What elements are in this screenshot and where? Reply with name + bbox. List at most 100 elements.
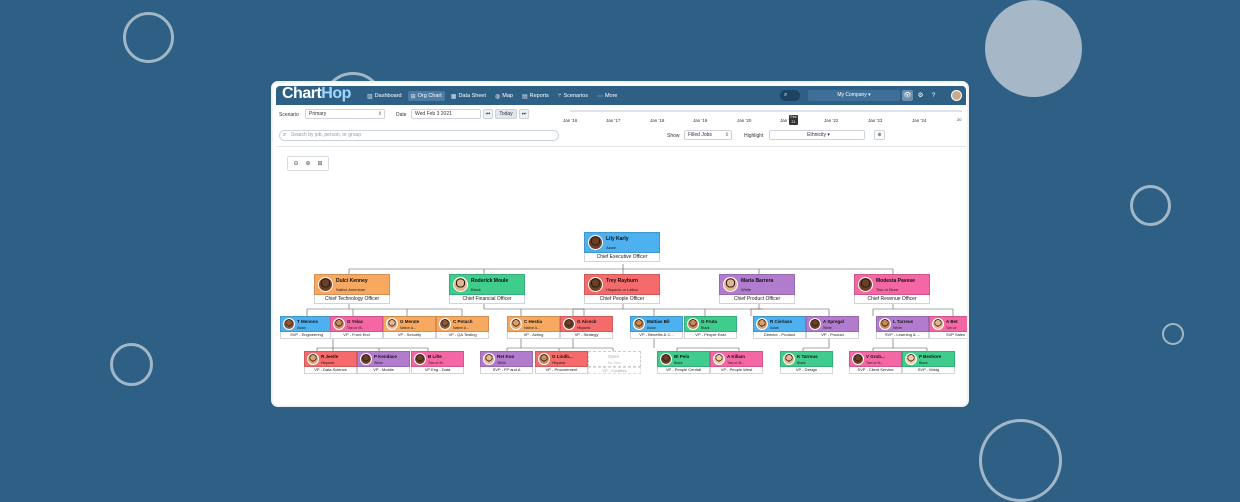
nav-dashboard[interactable]: ▥ Dashboard [364, 91, 405, 101]
card-name: K Tarreus [797, 354, 818, 359]
fit-to-screen-icon[interactable]: ⊞ [317, 161, 323, 167]
company-selector[interactable]: My Company ▾ [808, 90, 900, 101]
org-card[interactable]: Trey Rayburn Hispanic or Latino Chief Peop… [584, 274, 660, 304]
zoom-out-icon[interactable]: ⊖ [293, 161, 299, 167]
org-card[interactable]: A Killam Two or M... VP - People West [710, 351, 763, 374]
timeline-tick: Jan '24 [912, 118, 927, 123]
avatar [283, 318, 295, 330]
card-title: Chief Executive Officer [584, 253, 660, 262]
show-select[interactable]: Filled Jobs ⇕ [684, 130, 732, 140]
card-title: Chief Product Officer [719, 295, 795, 304]
decor-ring-left [110, 343, 153, 386]
nav-org-chart[interactable]: ⊞ Org Chart [407, 91, 445, 101]
today-button[interactable]: Today [495, 109, 517, 119]
org-card[interactable]: Lily Karly Asian Chief Executive Officer [584, 232, 660, 262]
card-name: Maria Barrera [741, 278, 774, 284]
gear-icon[interactable]: ⚙ [917, 92, 924, 99]
nav-map[interactable]: ◍ Map [492, 91, 516, 101]
org-chart-icon: ⊞ [410, 93, 416, 100]
org-card[interactable]: G Yelac Two or M... VP - Front End [330, 316, 383, 339]
timeline-tick: Jan '19 [693, 118, 708, 123]
timeline-track[interactable] [570, 110, 962, 112]
avatar [563, 318, 575, 330]
org-card[interactable]: Open No Jobs VP - Facilities [588, 351, 641, 374]
card-title: Chief Financial Officer [449, 295, 525, 304]
org-card[interactable]: Mattias Bil Asian VP - Benefits & C... [630, 316, 683, 339]
card-name: L Tarreus [893, 319, 914, 324]
org-card[interactable]: P Kendace White VP - Mobile [357, 351, 410, 374]
decor-ring-bottom [979, 419, 1062, 502]
table-icon: ▦ [450, 93, 457, 100]
date-input[interactable]: Wed Feb 3 2021 [411, 109, 481, 119]
avatar [858, 277, 873, 292]
org-card[interactable]: Roderick Moule Black Chief Financial Offic… [449, 274, 525, 304]
org-card[interactable]: Bl Pein Black VP - People Central [657, 351, 710, 374]
card-name: P Beshore [919, 354, 942, 359]
org-card[interactable]: G Fruta Black VP - People East [684, 316, 737, 339]
card-ethnicity: Hispanic [321, 361, 335, 365]
nav-scenarios[interactable]: ⑂ Scenarios [555, 91, 591, 101]
card-name: A Bet [946, 319, 958, 324]
org-card[interactable]: Ret Koo White SVP - FP and A [480, 351, 533, 374]
pin-icon[interactable]: ⊕ [874, 130, 885, 140]
card-ethnicity: Black [674, 361, 683, 365]
card-name: A Spregal [823, 319, 844, 324]
timeline-tick: Jan '18 [650, 118, 665, 123]
card-ethnicity: Asian [297, 326, 306, 330]
nav-more[interactable]: ⋯ More [594, 91, 621, 101]
org-card[interactable]: T Menons Asian SVP - Engineering [280, 316, 333, 339]
timeline-slider[interactable]: Jan '16 Jan '17 Jan '18 Jan '19 Jan '20 Jan '… [563, 110, 962, 130]
org-card[interactable]: K Tarreus Black VP - Design [780, 351, 833, 374]
org-card[interactable]: V Grub... Two or M... SVP - Client Service [849, 351, 902, 374]
org-card[interactable]: C Potach Native A... VP - QA Testing [436, 316, 489, 339]
card-name: Open [608, 354, 620, 359]
org-card[interactable]: L Tarreus White SVP - Learning & ... [876, 316, 929, 339]
prev-date-button[interactable]: ⏮ [483, 109, 493, 119]
org-card[interactable]: G Alcock Hispanic VP - Strategy [560, 316, 613, 339]
org-card[interactable]: A Bet Two or SVP Sales [929, 316, 967, 339]
card-name: C Hestia [524, 319, 543, 324]
charthop-logo[interactable]: ChartHop [282, 85, 351, 102]
org-card[interactable]: B Lilte Two or M... VP Eng - Data [411, 351, 464, 374]
search-icon: ⌕ [784, 92, 788, 98]
zoom-in-icon[interactable]: ⊕ [305, 161, 311, 167]
org-card[interactable]: G Lindb... Hispanic VP - Procurement [535, 351, 588, 374]
org-card[interactable]: R Jeetle Hispanic VP - Data Science [304, 351, 357, 374]
nav-reports[interactable]: ▤ Reports [519, 91, 552, 101]
avatar [307, 353, 319, 365]
org-card[interactable]: P Beshore Black SVP - Mrktg [902, 351, 955, 374]
org-card[interactable]: C Hestia Native A... VP - Acting [507, 316, 560, 339]
card-title: VP - Data Science [304, 367, 357, 374]
card-title: VP - Design [780, 367, 833, 374]
org-search-input[interactable]: ⌕ Search by job, person, or group [279, 130, 559, 141]
card-ethnicity: Asian [606, 245, 617, 250]
global-search-button[interactable]: ⌕ [780, 90, 800, 101]
app-window: ChartHop ▥ Dashboard ⊞ Org Chart ▦ Data Sheet… [271, 81, 969, 407]
nav-data-sheet[interactable]: ▦ Data Sheet [448, 91, 489, 101]
skip-back-icon: ⏮ [485, 111, 491, 117]
card-name: Ret Koo [497, 354, 515, 359]
card-name: Mattias Bil [647, 319, 670, 324]
org-card[interactable]: Maria Barrera White Chief Product Officer [719, 274, 795, 304]
next-date-button[interactable]: ⏭ [519, 109, 529, 119]
card-title: SVP - Mrktg [902, 367, 955, 374]
org-card[interactable]: A Spregal White VP - Product [806, 316, 859, 339]
card-title: SVP Sales [929, 332, 967, 339]
card-ethnicity: Black [701, 326, 710, 330]
scenario-select[interactable]: Primary ⇕ [305, 109, 385, 119]
org-card[interactable]: Modesta Pavese Two or More Chief Revenue O… [854, 274, 930, 304]
highlight-select[interactable]: Ethnicity ▾ [769, 130, 865, 140]
card-name: G Yelac [347, 319, 364, 324]
timeline-tick: Jan '23 [868, 118, 883, 123]
org-card[interactable]: G Merate Native A... VP - Security [383, 316, 436, 339]
user-avatar[interactable] [951, 90, 962, 101]
org-card[interactable]: Dulci Kenney Native American Chief Technol… [314, 274, 390, 304]
card-title: VP - QA Testing [436, 332, 489, 339]
avatar [386, 318, 398, 330]
org-card[interactable]: R Cierlass Asian Director - Product [753, 316, 806, 339]
avatar [510, 318, 522, 330]
help-icon[interactable]: ? [931, 92, 936, 99]
eye-icon[interactable]: 👁 [902, 90, 913, 101]
timeline-current-marker[interactable]: Feb 21 [789, 115, 798, 125]
header-icons: 👁 ⚙ ? [902, 90, 939, 101]
